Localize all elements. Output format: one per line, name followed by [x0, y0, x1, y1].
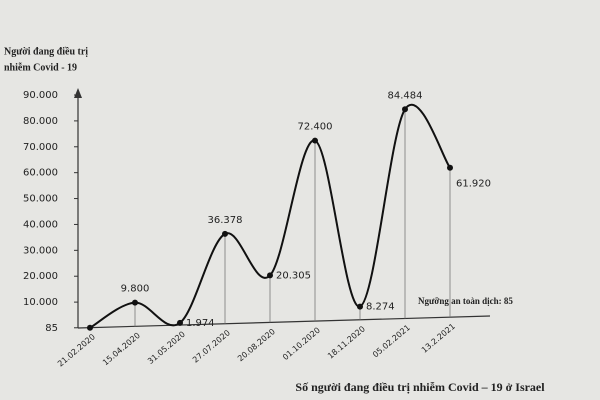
y-tick-label: 60.000 [23, 168, 58, 179]
y-axis-label: Người đang điều trị [4, 46, 88, 57]
x-tick-label: 18.11.2020 [326, 324, 367, 360]
x-tick-label: 01.10.2020 [281, 326, 322, 362]
x-tick-label: 13.2.2021 [420, 322, 457, 355]
x-tick-label: 31.05.2020 [146, 330, 187, 366]
value-label: 8.274 [366, 302, 395, 313]
value-label: 20.305 [276, 270, 311, 281]
x-tick-label: 21.02.2020 [56, 332, 97, 368]
y-axis-label: nhiễm Covid - 19 [4, 62, 77, 73]
y-tick-label: 50.000 [23, 194, 58, 205]
y-tick-label: 20.000 [23, 271, 58, 282]
caption: Số người đang điều trị nhiễm Covid – 19 … [295, 380, 545, 394]
x-tick-label: 15.04.2020 [101, 331, 142, 367]
y-tick-label: 70.000 [23, 142, 58, 153]
line [89, 104, 451, 329]
y-tick-label: 30.000 [23, 245, 58, 256]
point [447, 164, 453, 171]
y-tick-label: 90.000 [23, 90, 58, 101]
point [402, 106, 408, 113]
y-tick-label: 40.000 [23, 219, 58, 230]
y-tick-label: 80.000 [23, 116, 58, 127]
point [132, 299, 138, 306]
point [357, 303, 363, 310]
annotation: Ngưỡng an toàn dịch: 85 [418, 296, 513, 306]
x-tick-label: 27.07.2020 [191, 328, 232, 364]
y-tick-label: 85 [45, 323, 58, 334]
value-label: 84.484 [388, 90, 423, 101]
x-axis [77, 315, 491, 329]
x-tick-label: 20.08.2020 [236, 327, 277, 363]
value-label: 36.378 [208, 215, 243, 226]
point [177, 319, 183, 326]
value-label: 9.800 [121, 284, 150, 295]
y-arrow [74, 88, 82, 98]
point [312, 137, 318, 144]
value-label: 1.974 [186, 318, 215, 329]
value-label: 72.400 [298, 122, 333, 133]
point [267, 272, 273, 279]
y-tick-label: 10.000 [23, 297, 58, 308]
x-tick-label: 05.02.2021 [371, 323, 412, 359]
point [222, 230, 228, 237]
value-label: 61.920 [456, 179, 491, 190]
point [87, 324, 93, 331]
